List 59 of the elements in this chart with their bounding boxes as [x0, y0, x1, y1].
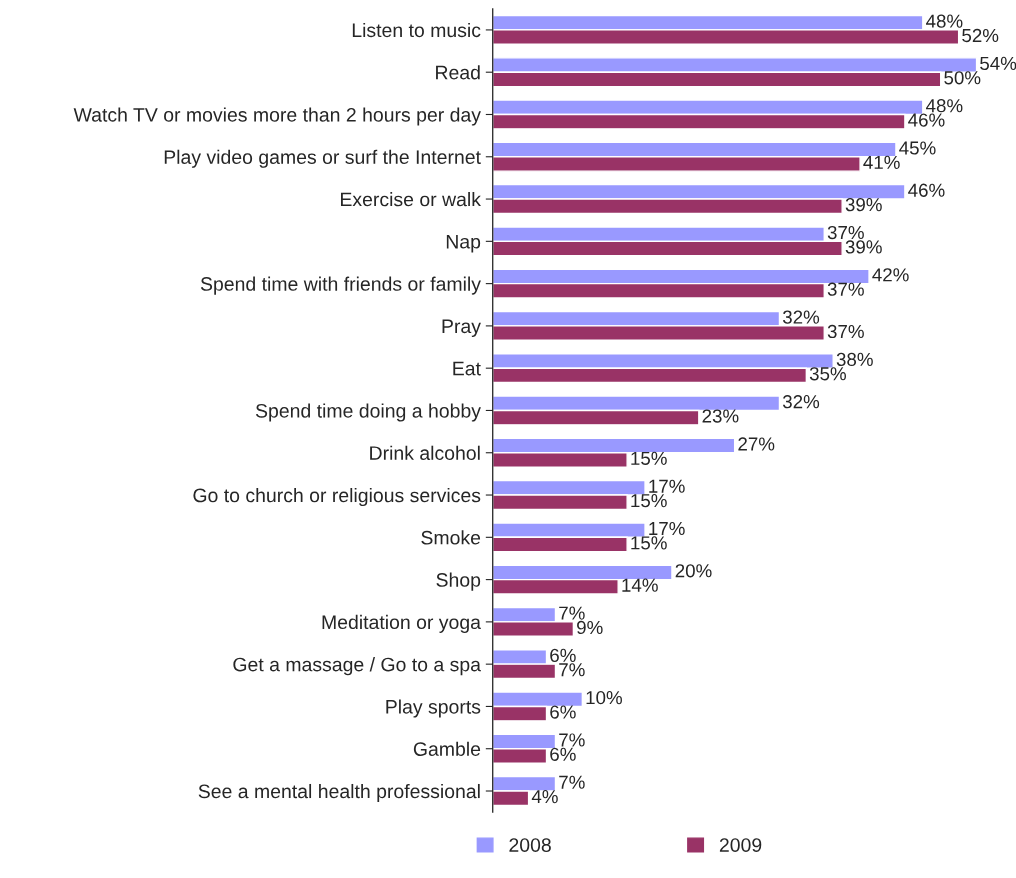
data-label: 39%	[845, 198, 882, 212]
data-label: 7%	[559, 663, 585, 677]
data-label: 37%	[827, 282, 864, 296]
y-tick-label: Listen to music	[352, 22, 481, 38]
data-label: 48%	[926, 14, 963, 28]
y-tick-label: Read	[436, 65, 480, 80]
data-label: 20%	[675, 564, 712, 578]
y-tick-label: Shop	[436, 572, 481, 591]
y-tick-label: Play video games or surf the Internet	[164, 149, 481, 168]
y-tick-label: See a mental health professional	[198, 783, 480, 803]
data-label: 37%	[827, 225, 864, 240]
data-label: 15%	[631, 536, 667, 550]
data-label: 35%	[809, 367, 846, 381]
data-label: 39%	[845, 240, 882, 254]
y-tick-label: Go to church or religious services	[193, 487, 481, 507]
y-tick-label: Pray	[442, 319, 481, 337]
y-tick-label: Get a massage / Go to a spa	[233, 657, 481, 676]
data-label: 6%	[550, 705, 576, 719]
data-label: 17%	[649, 479, 685, 493]
data-label: 15%	[631, 494, 667, 508]
y-tick-label: Meditation or yoga	[322, 614, 481, 633]
y-tick-label: Spend time with friends or family	[200, 276, 481, 295]
data-label: 38%	[836, 352, 873, 367]
data-label: 27%	[738, 437, 775, 451]
y-tick-label: Gamble	[413, 741, 481, 756]
data-label: 7%	[559, 606, 585, 620]
data-label: 42%	[872, 268, 909, 282]
data-label: 15%	[631, 451, 667, 465]
data-label: 7%	[559, 775, 585, 789]
data-label: 54%	[980, 56, 1016, 71]
y-tick-label: Watch TV or movies more than 2 hours per day	[73, 107, 481, 126]
data-label: 6%	[550, 747, 576, 761]
y-tick-label: Smoke	[421, 530, 481, 545]
data-label: 52%	[962, 28, 999, 43]
data-label: 4%	[531, 790, 558, 804]
legend-label: 2008	[509, 838, 551, 852]
data-label: 48%	[926, 99, 963, 113]
data-label: 45%	[899, 141, 936, 155]
data-label: 9%	[577, 620, 603, 635]
data-label: 17%	[649, 521, 685, 536]
data-label: 37%	[827, 324, 864, 339]
data-label: 41%	[863, 155, 900, 169]
data-label: 32%	[782, 395, 820, 409]
data-label: 32%	[782, 310, 820, 324]
data-label: 10%	[586, 691, 622, 705]
y-tick-label: Eat	[453, 361, 481, 376]
data-label: 23%	[702, 409, 739, 423]
legend-label: 2009	[719, 838, 762, 852]
y-tick-label: Play sports	[386, 699, 481, 718]
data-label: 6%	[550, 648, 576, 663]
data-label: 46%	[908, 113, 945, 127]
y-tick-label: Spend time doing a hobby	[255, 403, 481, 422]
y-tick-label: Nap	[446, 235, 481, 253]
data-label: 14%	[622, 578, 658, 592]
data-label: 46%	[908, 183, 945, 197]
data-label: 7%	[559, 733, 585, 747]
data-label: 50%	[944, 71, 981, 85]
y-tick-label: Drink alcohol	[370, 445, 480, 460]
y-tick-label: Exercise or walk	[341, 192, 481, 207]
